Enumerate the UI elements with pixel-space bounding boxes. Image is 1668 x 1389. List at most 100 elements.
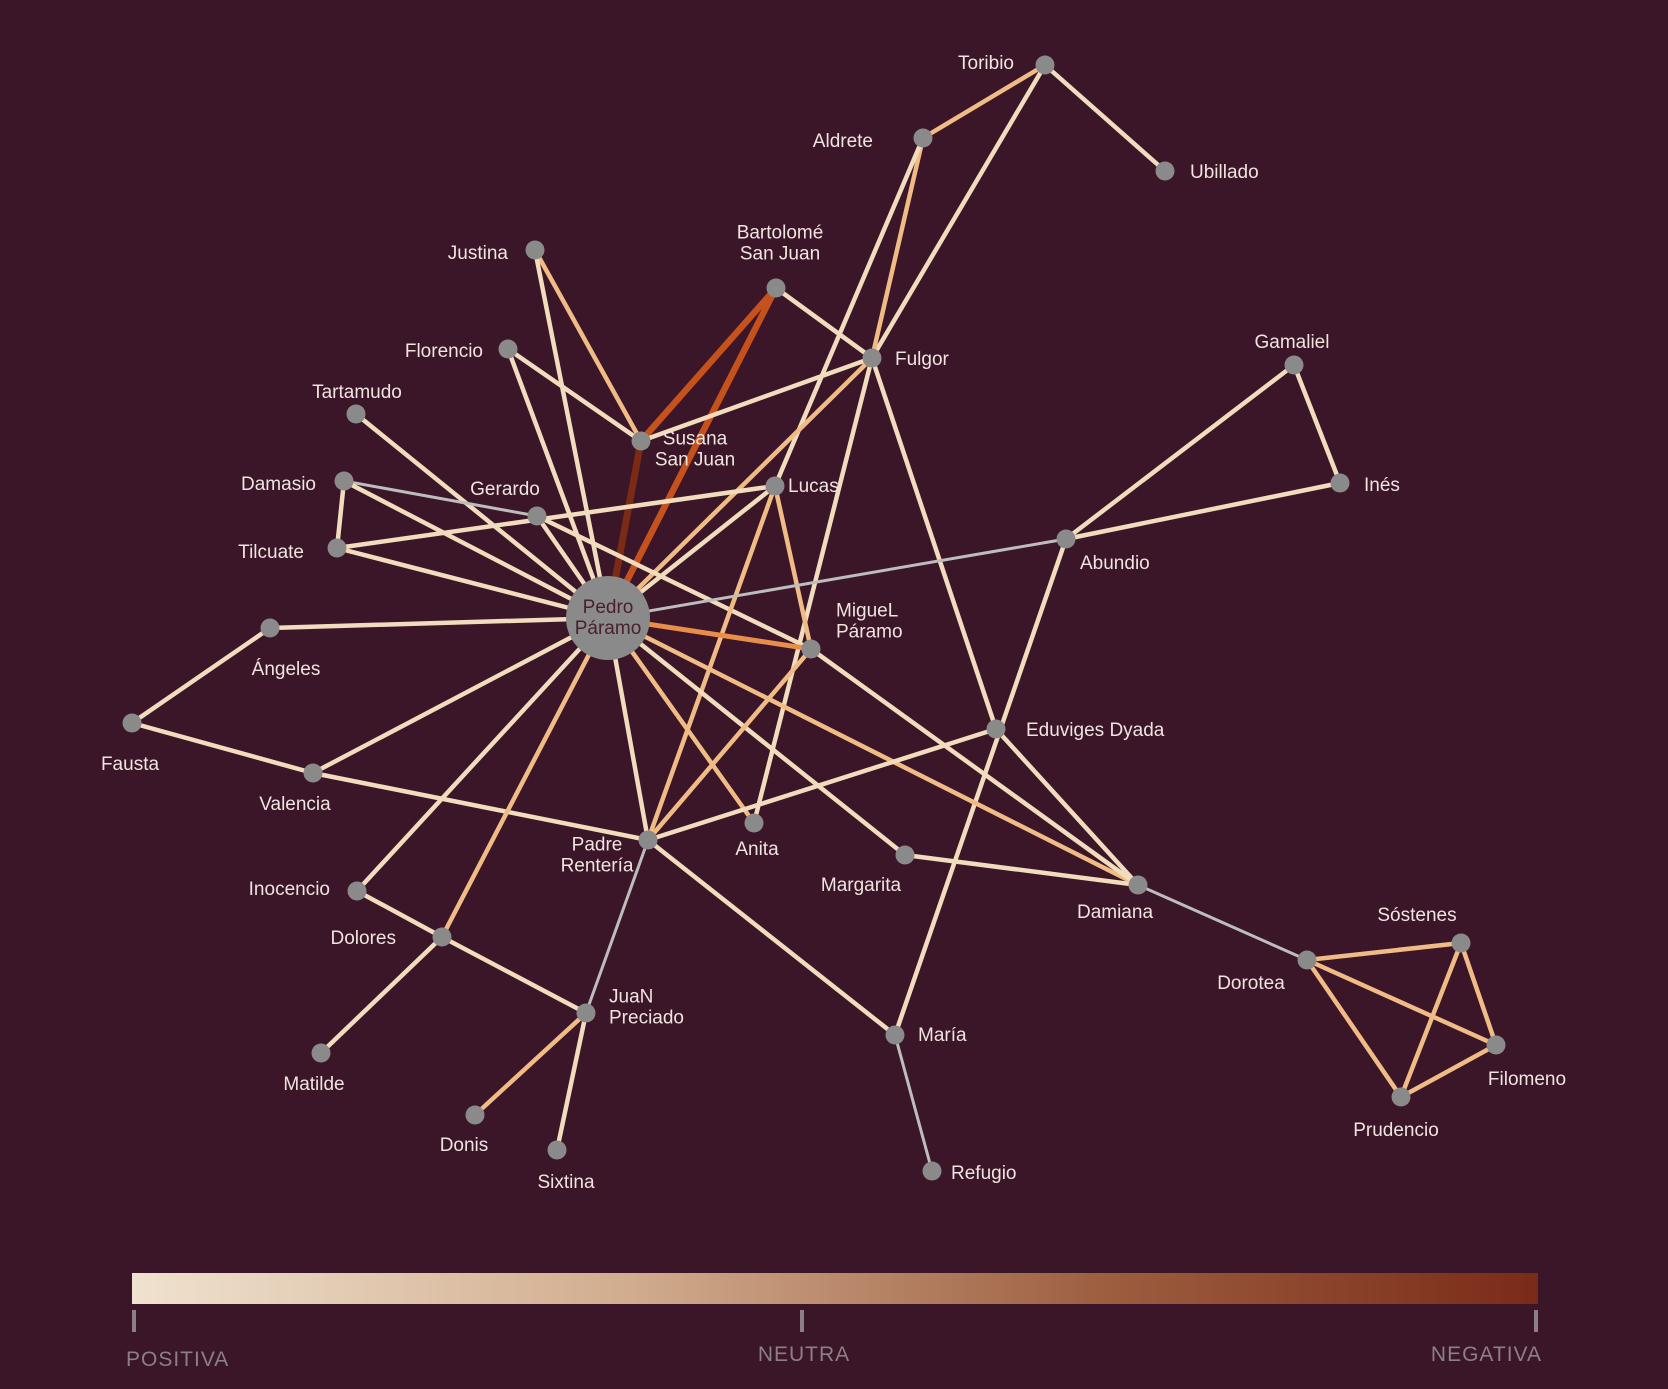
edge-damasio-gerardo xyxy=(342,479,539,518)
sentiment-legend: POSITIVA NEUTRA NEGATIVA xyxy=(126,1273,1542,1371)
edge-abundio-maria xyxy=(892,536,1069,1038)
edge-sostenes-filomeno xyxy=(1458,940,1499,1048)
node-label-ines: Inés xyxy=(1364,475,1400,496)
edge-valencia-pedro xyxy=(310,615,611,776)
node-label-line: Tartamudo xyxy=(312,382,402,403)
node-label-inocencio: Inocencio xyxy=(249,879,330,900)
edge-angeles-pedro xyxy=(267,615,611,631)
node-label-line: María xyxy=(918,1025,967,1046)
node-label-angeles: Ángeles xyxy=(252,659,321,680)
node-label-bartolome: Bartolomé San Juan xyxy=(737,223,824,265)
edge-inocencio-dolores xyxy=(354,888,445,940)
edge-fulgor-eduviges xyxy=(869,355,999,732)
node-label-line: Padre xyxy=(572,835,623,856)
node-sostenes xyxy=(1451,933,1471,953)
node-tilcuate xyxy=(327,538,347,558)
edge-lucas-miguel xyxy=(772,483,814,652)
edges xyxy=(129,62,1499,1173)
node-damiana xyxy=(1128,875,1148,895)
node-label-damasio: Damasio xyxy=(241,474,316,495)
node-sixtina xyxy=(547,1140,567,1160)
node-label-matilde: Matilde xyxy=(283,1074,344,1095)
node-label-line: Lucas xyxy=(788,476,839,497)
node-label-prudencio: Prudencio xyxy=(1353,1120,1439,1141)
node-inocencio xyxy=(347,881,367,901)
edge-toribio-ubillado xyxy=(1042,62,1168,174)
node-label-line: Abundio xyxy=(1080,553,1150,574)
node-label-line: San Juan xyxy=(655,450,735,471)
edge-damiana-dorotea xyxy=(1136,883,1309,962)
node-label-line: Valencia xyxy=(259,794,331,815)
node-juan xyxy=(576,1003,596,1023)
node-label-fausta: Fausta xyxy=(101,754,160,775)
edge-pedro-damiana xyxy=(605,615,1141,888)
edge-bartolome-fulgor xyxy=(773,285,875,361)
node-label-aldrete: Aldrete xyxy=(813,131,873,152)
node-angeles xyxy=(260,618,280,638)
edge-tilcuate-lucas xyxy=(334,483,778,551)
node-label-maria: María xyxy=(918,1025,967,1046)
edge-valencia-padre xyxy=(310,770,651,843)
edge-toribio-aldrete xyxy=(920,62,1048,141)
node-label-line: Ubillado xyxy=(1190,162,1259,183)
edge-dorotea-sostenes xyxy=(1304,940,1464,963)
edge-dorotea-prudencio xyxy=(1304,957,1404,1100)
edge-padre-maria xyxy=(645,837,898,1038)
edge-dolores-juan xyxy=(439,934,589,1016)
node-label-dolores: Dolores xyxy=(331,928,396,949)
node-fulgor xyxy=(862,348,882,368)
node-florencio xyxy=(498,339,518,359)
node-bartolome xyxy=(766,278,786,298)
edge-justina-susana xyxy=(532,247,644,444)
edge-susana-fulgor xyxy=(638,355,875,444)
edge-justina-pedro xyxy=(532,247,611,621)
node-abundio xyxy=(1056,529,1076,549)
node-label-anita: Anita xyxy=(735,839,779,860)
node-label-ubillado: Ubillado xyxy=(1190,162,1259,183)
node-label-line: Tilcuate xyxy=(238,542,304,563)
node-label-line: Florencio xyxy=(405,341,483,362)
node-label-sostenes: Sóstenes xyxy=(1377,905,1456,926)
edge-tilcuate-pedro xyxy=(334,545,611,621)
node-label-fulgor: Fulgor xyxy=(895,349,950,370)
node-label-filomeno: Filomeno xyxy=(1488,1069,1566,1090)
node-label-florencio: Florencio xyxy=(405,341,483,362)
node-label-juan: JuaN Preciado xyxy=(609,987,684,1029)
legend-label-negative: NEGATIVA xyxy=(1431,1343,1542,1366)
node-ubillado xyxy=(1155,161,1175,181)
legend-tick-neutral xyxy=(800,1310,804,1332)
node-label-line: Eduviges Dyada xyxy=(1026,720,1165,741)
edge-fausta-valencia xyxy=(129,720,316,776)
legend-gradient-bar xyxy=(132,1273,1538,1304)
node-label-line: Sixtina xyxy=(537,1172,594,1193)
edge-florencio-pedro xyxy=(505,346,611,621)
edge-angeles-fausta xyxy=(129,625,273,726)
node-aldrete xyxy=(913,128,933,148)
legend-tick-positive xyxy=(132,1310,136,1332)
legend-label-neutral: NEUTRA xyxy=(758,1343,850,1366)
node-label-line: Dorotea xyxy=(1217,973,1285,994)
node-label-gerardo: Gerardo xyxy=(470,479,540,500)
edge-lucas-padre xyxy=(645,483,778,843)
node-label-padre: Padre Rentería xyxy=(561,835,634,877)
edge-miguel-damiana xyxy=(808,646,1141,888)
node-label-line: Preciado xyxy=(609,1008,684,1029)
node-dolores xyxy=(432,927,452,947)
node-label-line: Fausta xyxy=(101,754,160,775)
legend-label-positive: POSITIVA xyxy=(126,1348,229,1371)
node-donis xyxy=(465,1105,485,1125)
node-label-margarita: Margarita xyxy=(821,875,902,896)
node-label-lucas: Lucas xyxy=(788,476,839,497)
edge-damasio-tilcuate xyxy=(334,478,347,551)
edge-sostenes-prudencio xyxy=(1398,940,1464,1100)
edge-maria-refugio xyxy=(893,1033,934,1173)
node-label-line: Damiana xyxy=(1077,902,1153,923)
node-label-line: Sóstenes xyxy=(1377,905,1456,926)
node-matilde xyxy=(311,1043,331,1063)
node-label-line: Inés xyxy=(1364,475,1400,496)
node-label-line: Margarita xyxy=(821,875,902,896)
legend-tick-negative xyxy=(1534,1310,1538,1332)
node-label-line: Gamaliel xyxy=(1255,332,1330,353)
node-label-line: Filomeno xyxy=(1488,1069,1566,1090)
